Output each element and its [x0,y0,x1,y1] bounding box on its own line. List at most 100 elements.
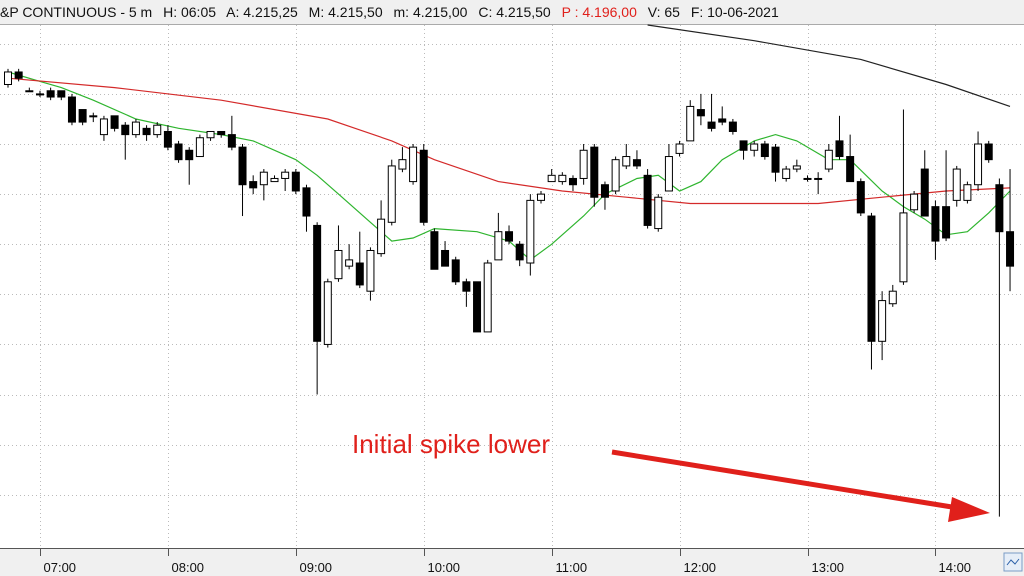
candle-body [462,281,471,292]
candle-body [846,156,855,183]
field: P : 4.196,00 [561,4,637,20]
candle-body [824,149,833,170]
candle-body [46,90,55,98]
candle-body [89,115,98,118]
candle-body [739,140,748,151]
candle-body [430,231,439,270]
candle-body [249,181,258,189]
annotation: Initial spike lower [352,429,550,459]
candle-body [654,196,663,230]
x-tick-label: 11:00 [556,560,588,575]
candle-body [57,90,66,98]
candle-body [558,174,567,183]
candle-body [782,168,791,179]
candle-body [259,171,268,186]
arrow [611,449,959,511]
candle-body [878,300,887,342]
candle-body [750,143,759,151]
candle-body [217,130,226,136]
candle-body [942,206,951,239]
icon-glyph [1006,558,1020,566]
candle-body [227,134,236,148]
candle-body [366,249,375,292]
candle-body [622,156,631,167]
candle-body [142,127,151,136]
candle-body [110,115,119,129]
candle-body [611,159,620,192]
candle-body [302,187,311,217]
candle-body [899,212,908,283]
x-tick-label: 12:00 [684,560,717,575]
field: V: 65 [647,4,680,20]
candle-body [67,96,76,123]
candle-body [185,149,194,161]
candle-body [505,231,514,242]
candle-body [963,184,972,201]
moving-average [7,71,1011,261]
field: A: 4.215,25 [226,4,298,20]
candle-body [579,149,588,179]
candle-body [174,143,183,161]
moving-average [647,24,1011,107]
candle-body [920,168,929,217]
candle-body [803,177,812,180]
candle-body [707,121,716,129]
arrow-head [948,497,990,522]
candle-body [345,259,354,267]
candle-body [526,199,535,264]
candle-body [473,281,482,333]
symbol: &P CONTINUOUS - 5 m [0,4,153,20]
x-tick-label: 07:00 [44,560,77,575]
candle-body [323,281,332,345]
field: C: 4.215,50 [478,4,551,20]
candle-body [377,218,386,255]
header-bar: &P CONTINUOUS - 5 m H: 06:05 A: 4.215,25… [0,0,1024,25]
candle-body [728,121,737,132]
candle-body [121,124,130,136]
candle-body [568,177,577,186]
field: H: 06:05 [163,4,217,20]
candle-body [355,262,364,286]
candle-body [760,143,769,158]
field: M: 4.215,50 [308,4,383,20]
candle-body [537,193,545,201]
candle-body [387,165,396,223]
candle-body [238,146,247,186]
candle-body [984,143,993,161]
candle-body [632,159,641,167]
candle-body [675,143,684,154]
candle-body [441,249,450,267]
candle-body [398,159,407,170]
candle-body [771,146,780,173]
candle-body [195,137,204,158]
candle-body [4,71,12,86]
x-tick-label: 13:00 [812,560,845,575]
candle-body [664,156,673,192]
candle-body [483,262,492,333]
candle-body [995,184,1004,233]
candle-body [718,118,727,123]
candle-body [867,215,876,342]
candle-body [153,124,162,136]
candle-body [99,118,108,136]
candle-body [931,206,940,242]
x-tick-label: 14:00 [939,560,972,575]
candle-body [291,171,300,192]
candle-body [270,177,279,183]
field: F: 10-06-2021 [690,4,779,20]
candle-body [206,130,215,139]
candle-body [952,168,961,201]
candle-body [14,71,23,79]
candle-body [696,109,705,117]
candle-body [78,109,87,123]
candle-body [163,130,172,148]
candle-body [281,171,290,179]
candle-body [419,149,428,223]
candle-body [313,224,322,342]
candle-body [334,249,343,280]
candle-body [590,146,599,198]
candle-body [600,184,609,198]
candle-body [974,143,983,186]
